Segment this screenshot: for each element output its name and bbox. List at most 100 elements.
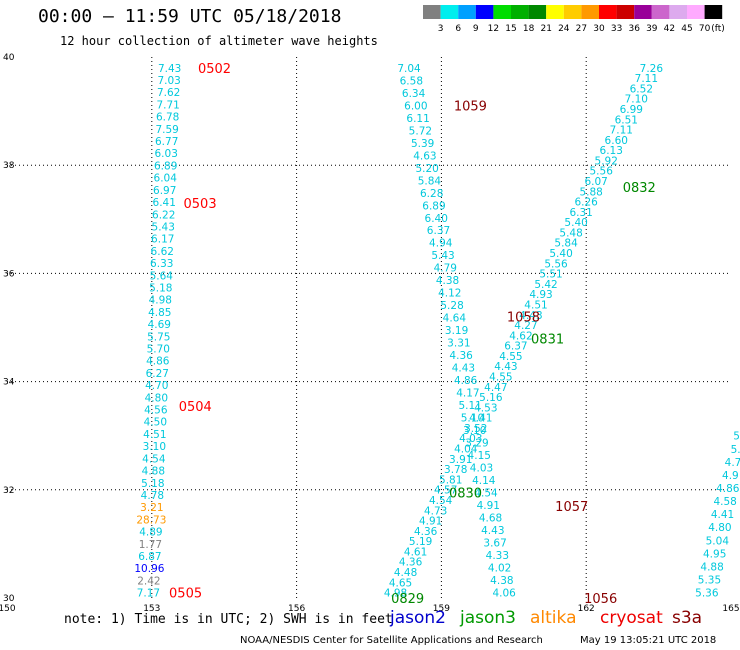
wave-height-value: 5.51 xyxy=(539,269,562,281)
wave-height-value: 28.73 xyxy=(136,514,166,526)
wave-height-value: 6.51 xyxy=(615,114,638,126)
lat-tick-label: 30 xyxy=(3,594,15,604)
pass-time-label: 1058 xyxy=(507,311,540,326)
satellite-cryosat: cryosat xyxy=(600,608,663,628)
wave-height-value: 4.86 xyxy=(146,356,170,368)
legend-swatch xyxy=(546,5,564,19)
legend-tick-label: 15 xyxy=(505,24,516,34)
wave-height-value: 3.78 xyxy=(444,464,467,476)
wave-height-value: 7.71 xyxy=(156,99,179,111)
wave-height-value: 6.97 xyxy=(153,185,176,197)
wave-height-value: 4.17 xyxy=(456,388,479,400)
wave-height-value: 6.33 xyxy=(150,258,173,270)
wave-height-value: 7.43 xyxy=(158,63,181,75)
legend-swatch xyxy=(616,5,635,19)
wave-height-value: 4.88 xyxy=(700,561,723,573)
legend-swatch xyxy=(651,5,670,19)
wave-height-value: 6.77 xyxy=(155,136,178,148)
satellite-s3a: s3a xyxy=(672,608,703,628)
wave-height-value: 4.12 xyxy=(438,288,461,300)
legend-tick-label: 6 xyxy=(455,24,461,34)
pass-time-label: 0504 xyxy=(179,400,212,415)
pass-time-label: 0829 xyxy=(391,592,424,607)
wave-height-value: 6.26 xyxy=(574,197,598,209)
legend-tick-label: 42 xyxy=(664,24,675,34)
wave-height-value: 3.52 xyxy=(464,423,487,435)
wave-height-value: 3.19 xyxy=(445,325,468,337)
wave-height-value: 6.13 xyxy=(600,145,623,157)
wave-height-value: 4.62 xyxy=(509,330,532,342)
wave-height-value: 4.33 xyxy=(486,550,509,562)
wave-height-value: 5.16 xyxy=(479,392,503,404)
wave-height-value: 2.42 xyxy=(137,575,160,587)
wave-height-value: 4.79 xyxy=(434,263,457,275)
wave-height-value: 6.58 xyxy=(400,75,423,87)
lat-tick-label: 36 xyxy=(3,269,15,279)
wave-height-value: 5.75 xyxy=(147,331,170,343)
wave-height-value: 4.43 xyxy=(452,363,475,375)
wave-height-value: 6.37 xyxy=(504,341,527,353)
wave-height-value: 6.40 xyxy=(425,213,448,225)
pass-time-label: 0830 xyxy=(449,487,482,502)
legend-tick-label: 36 xyxy=(628,24,640,34)
wave-height-value: 7.10 xyxy=(625,94,648,106)
legend-swatch xyxy=(475,5,494,19)
wave-height-value: 7.17 xyxy=(137,588,160,600)
wave-height-value: 4.85 xyxy=(148,307,171,319)
satellite-altika: altika xyxy=(530,608,577,628)
legend-tick-label: 18 xyxy=(523,24,535,34)
wave-height-value: 7.62 xyxy=(157,87,180,99)
wave-height-value: 6.31 xyxy=(569,207,592,219)
wave-height-value: 6.07 xyxy=(584,176,607,188)
wave-height-value: 4.03 xyxy=(470,463,493,475)
wave-height-value: 6.00 xyxy=(404,100,427,112)
pass-time-label: 1056 xyxy=(584,592,617,607)
wave-height-value: 4.80 xyxy=(145,392,168,404)
legend-unit: (ft) xyxy=(711,24,725,34)
legend-swatch xyxy=(669,5,687,19)
wave-height-value: 5.04 xyxy=(706,535,730,547)
wave-height-value: 4.63 xyxy=(413,150,436,162)
wave-height-value: 4.03 xyxy=(459,433,482,445)
legend-tick-label: 70 xyxy=(699,24,711,34)
legend-tick-label: 45 xyxy=(681,24,692,34)
wave-height-value: 4.53 xyxy=(474,402,497,414)
wave-height-value: 3.21 xyxy=(140,502,163,514)
wave-height-value: 6.28 xyxy=(420,188,443,200)
wave-height-value: 4.73 xyxy=(424,505,447,517)
wave-height-value: 6.62 xyxy=(151,246,174,258)
wave-height-value: 4.41 xyxy=(469,413,492,425)
wave-height-value: 6.22 xyxy=(152,209,175,221)
legend-swatch xyxy=(511,5,529,19)
wave-height-value: 6.04 xyxy=(154,173,178,185)
wave-height-value: 5.36 xyxy=(695,588,719,600)
wave-height-value: 4.86 xyxy=(716,483,740,495)
wave-height-value: 3.10 xyxy=(463,425,486,437)
wave-height-value: 4.89 xyxy=(139,527,162,539)
wave-height-value: 4.15 xyxy=(468,450,491,462)
wave-height-value: 5.56 xyxy=(544,258,568,270)
wave-height-value: 4.9 xyxy=(722,470,739,482)
wave-height-value: 5.28 xyxy=(440,300,463,312)
wave-height-value: 4.55 xyxy=(489,372,512,384)
wave-height-value: 5.11 xyxy=(458,400,481,412)
wave-height-value: 5.42 xyxy=(534,279,557,291)
wave-height-value: 4.7 xyxy=(725,457,740,469)
wave-height-value: 4.36 xyxy=(414,526,438,538)
legend-swatch xyxy=(704,5,723,19)
wave-height-value: 5.10 xyxy=(461,413,484,425)
wave-height-value: 4.41 xyxy=(711,509,734,521)
wave-height-value: 4.43 xyxy=(494,361,517,373)
wave-height-value: 4.54 xyxy=(474,488,498,500)
legend-tick-label: 30 xyxy=(593,24,605,34)
wave-height-value: 4.51 xyxy=(524,299,547,311)
wave-height-value: 4.43 xyxy=(481,525,504,537)
wave-height-value: 5.18 xyxy=(141,478,164,490)
legend-swatch xyxy=(458,5,476,19)
wave-height-value: 4.38 xyxy=(490,575,513,587)
wave-height-value: 4.38 xyxy=(436,275,459,287)
wave-height-value: 5.72 xyxy=(409,125,432,137)
page-title: 00:00 – 11:59 UTC 05/18/2018 xyxy=(38,6,342,27)
wave-height-value: 4.47 xyxy=(484,382,507,394)
